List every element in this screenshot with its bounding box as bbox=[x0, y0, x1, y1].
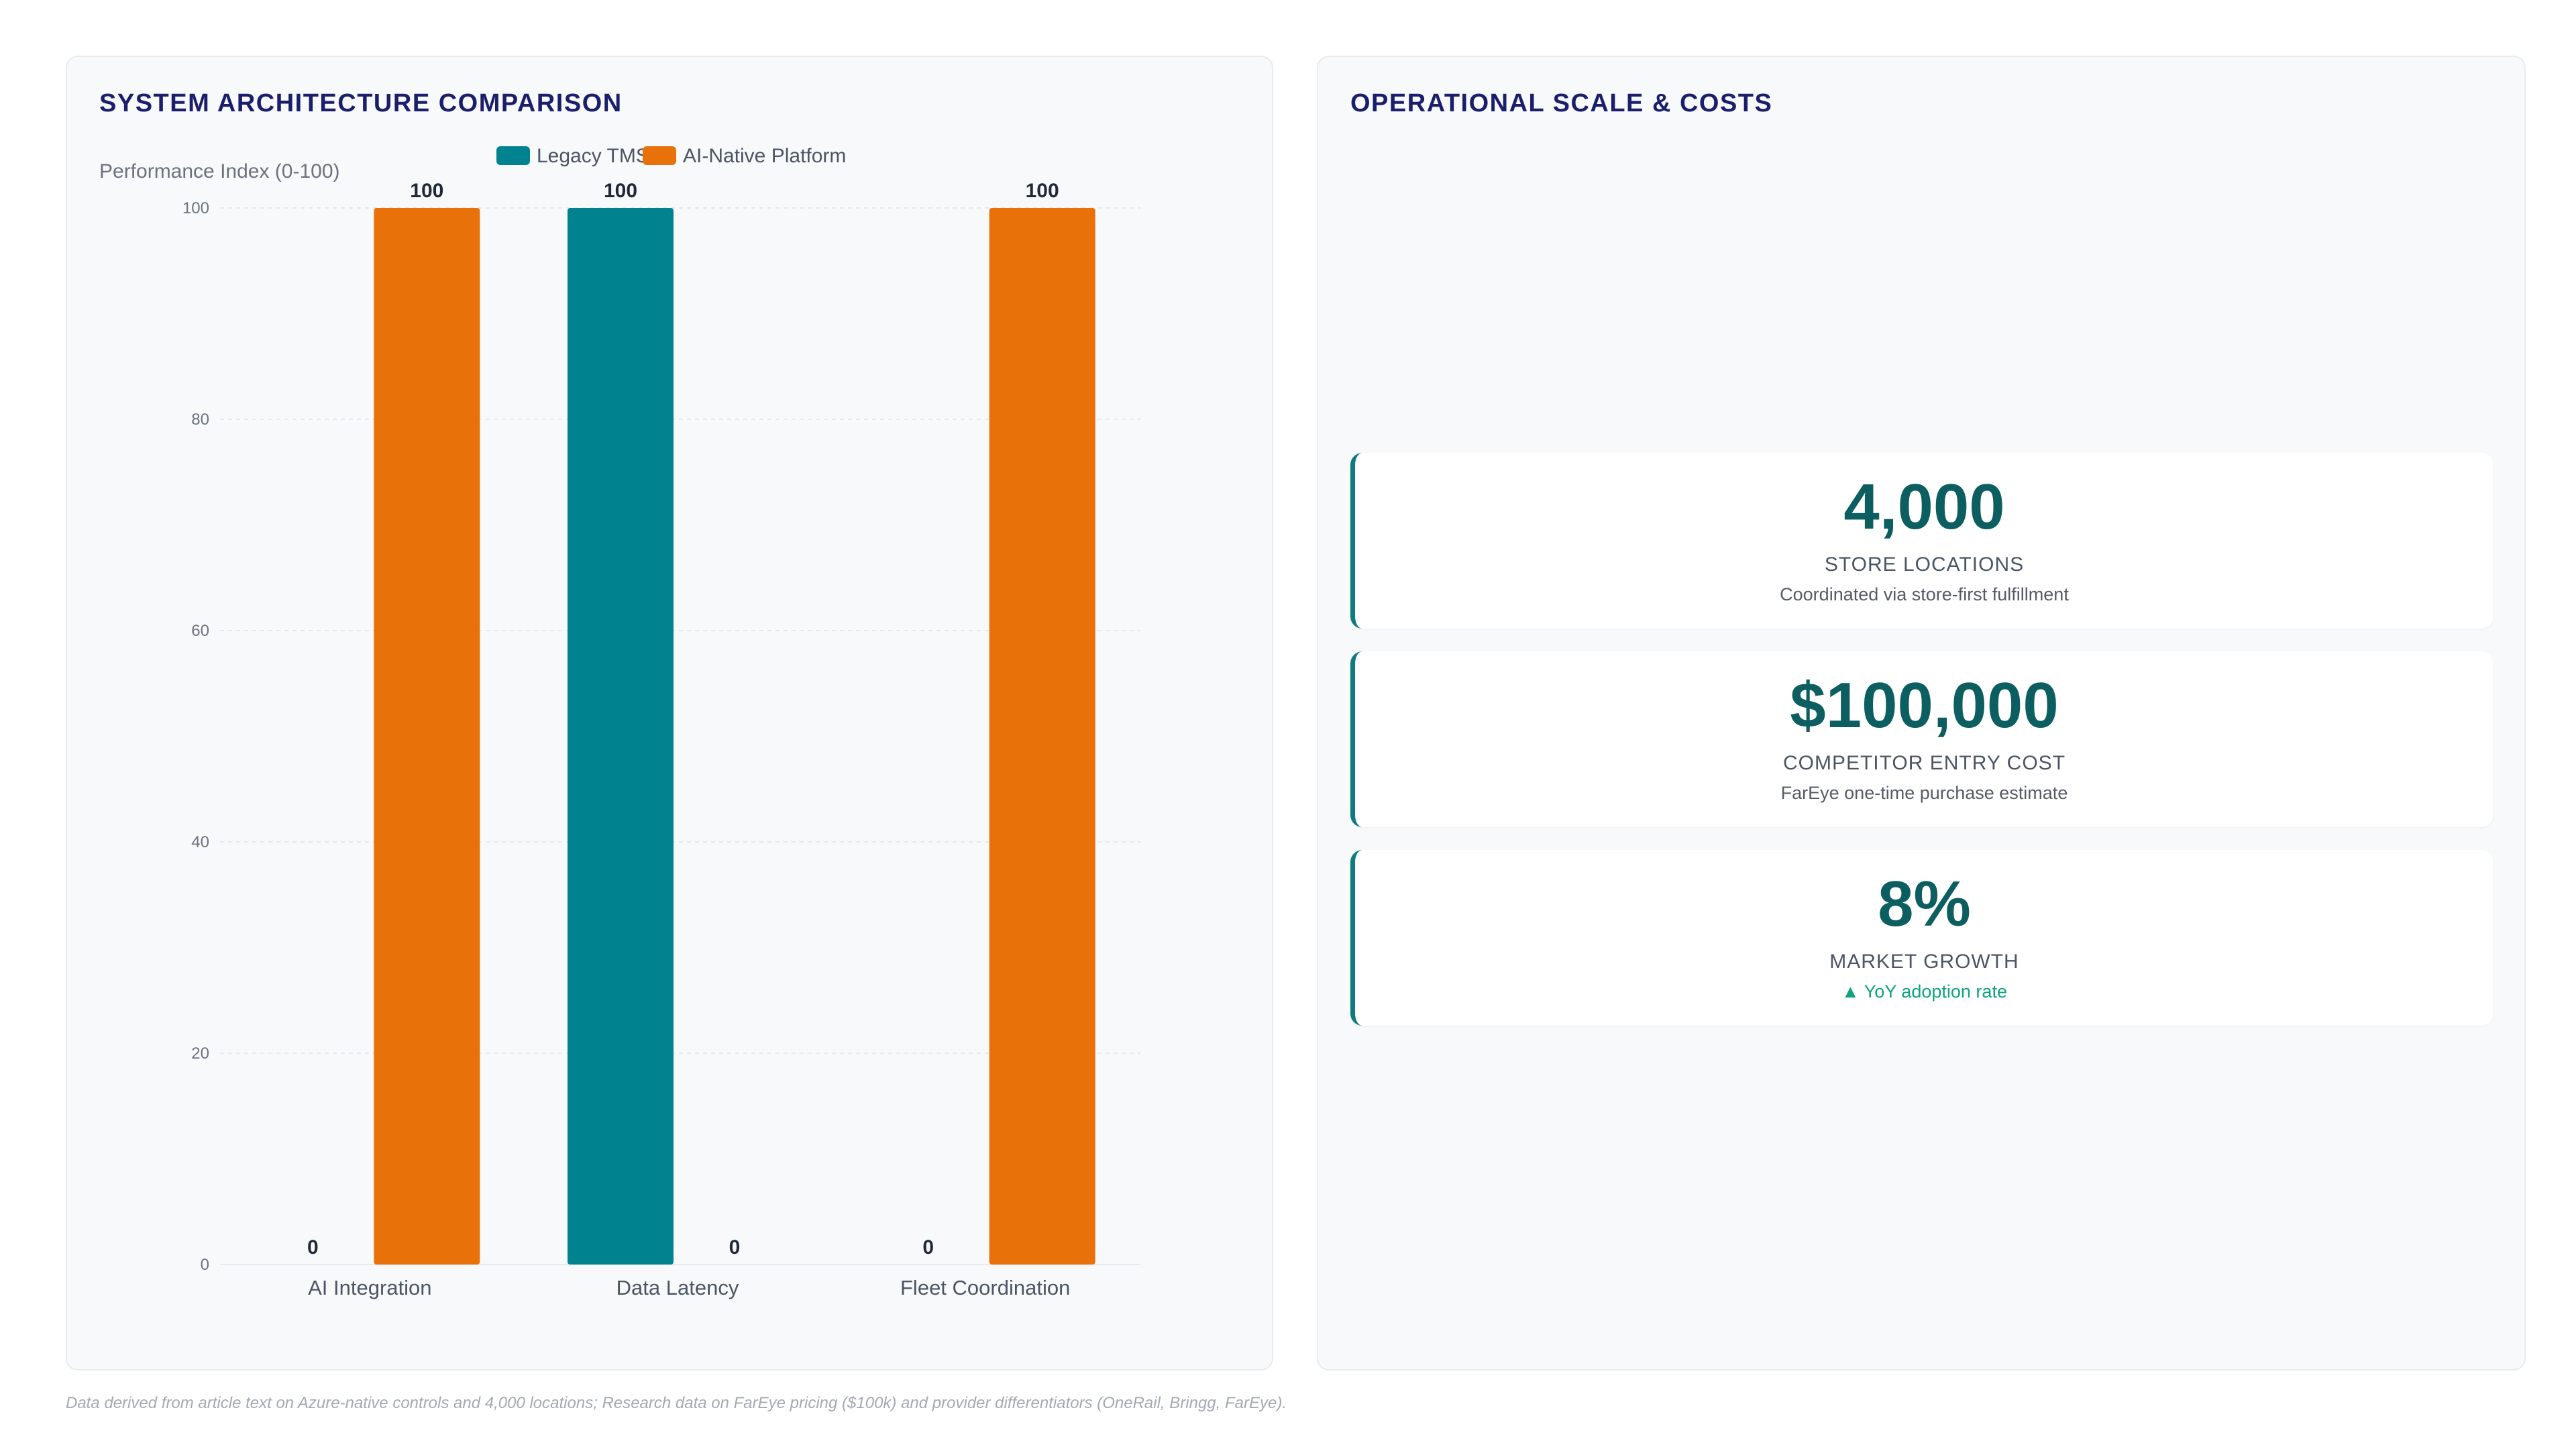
kpi-label: COMPETITOR ENTRY COST bbox=[1782, 752, 2066, 774]
chart-panel-title: SYSTEM ARCHITECTURE COMPARISON bbox=[99, 89, 623, 117]
data-label: 100 bbox=[1026, 180, 1059, 202]
data-label: 100 bbox=[410, 180, 443, 202]
kpi-card-store-locations: 4,000 STORE LOCATIONS Coordinated via st… bbox=[1350, 453, 2493, 629]
legend-label: Legacy TMS bbox=[537, 145, 649, 167]
kpi-value: 4,000 bbox=[1843, 471, 2005, 543]
kpi-card-competitor-entry-cost: $100,000 COMPETITOR ENTRY COST FarEye on… bbox=[1350, 651, 2493, 827]
data-label: 0 bbox=[729, 1236, 741, 1258]
bar-ai-native-platform bbox=[374, 208, 480, 1265]
x-tick-label: Fleet Coordination bbox=[900, 1276, 1070, 1299]
kpi-label: MARKET GROWTH bbox=[1829, 951, 2019, 973]
y-tick-label: 40 bbox=[191, 833, 209, 851]
y-tick-label: 0 bbox=[201, 1256, 209, 1274]
y-axis-title: Performance Index (0-100) bbox=[99, 160, 340, 182]
bar-ai-native-platform bbox=[989, 208, 1095, 1265]
legend-label: AI-Native Platform bbox=[683, 145, 846, 167]
kpi-card-market-growth: 8% MARKET GROWTH ▲ YoY adoption rate bbox=[1350, 850, 2493, 1026]
data-label: 0 bbox=[922, 1236, 934, 1258]
bar-legacy-tms bbox=[568, 208, 674, 1265]
data-label: 100 bbox=[604, 180, 637, 202]
y-tick-label: 20 bbox=[191, 1044, 209, 1063]
kpi-panel-title: OPERATIONAL SCALE & COSTS bbox=[1350, 89, 1773, 117]
y-tick-label: 60 bbox=[191, 622, 209, 640]
kpi-subtext-trend-up: ▲ YoY adoption rate bbox=[1841, 981, 2007, 1002]
kpi-panel: OPERATIONAL SCALE & COSTS 4,000 STORE LO… bbox=[1317, 56, 2526, 1371]
kpi-subtext: Coordinated via store-first fulfillment bbox=[1780, 584, 2069, 604]
chart-panel: SYSTEM ARCHITECTURE COMPARISON 0 20 40 60 80… bbox=[66, 56, 1273, 1371]
footnote: Data derived from article text on Azure-… bbox=[66, 1394, 1287, 1412]
kpi-value: 8% bbox=[1878, 868, 1971, 940]
data-label: 0 bbox=[307, 1236, 319, 1258]
x-tick-label: AI Integration bbox=[308, 1276, 431, 1299]
legend-swatch bbox=[643, 146, 676, 165]
bar-chart: 0 20 40 60 80 100 Performance Index (0-100) 0 10… bbox=[99, 145, 1140, 1299]
kpi-label: STORE LOCATIONS bbox=[1824, 553, 2025, 576]
y-tick-label: 80 bbox=[191, 411, 209, 429]
x-tick-label: Data Latency bbox=[616, 1276, 739, 1299]
legend-swatch bbox=[496, 146, 530, 165]
kpi-value: $100,000 bbox=[1790, 669, 2059, 741]
kpi-subtext: FarEye one-time purchase estimate bbox=[1780, 783, 2068, 803]
y-tick-label: 100 bbox=[182, 199, 209, 217]
